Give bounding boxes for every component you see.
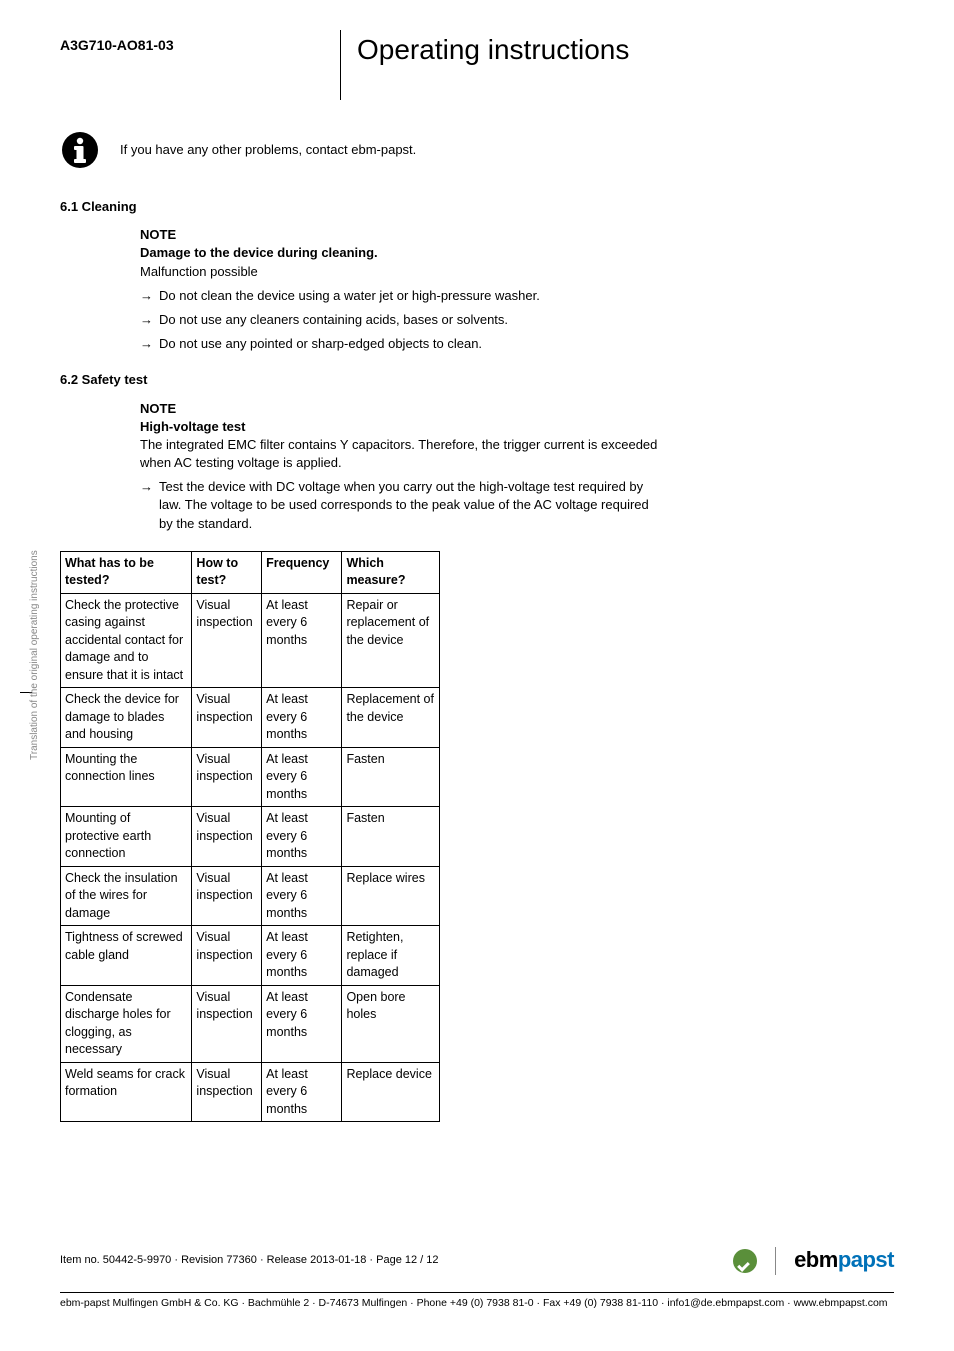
col-header: What has to be tested? bbox=[61, 551, 192, 593]
table-cell: Tightness of screwed cable gland bbox=[61, 926, 192, 986]
footer-divider bbox=[775, 1247, 776, 1275]
table-row: Check the device for damage to blades an… bbox=[61, 688, 440, 748]
table-cell: Mounting of protective earth connection bbox=[61, 807, 192, 867]
arrow-icon: → bbox=[140, 335, 153, 353]
table-cell: Visual inspection bbox=[192, 593, 262, 688]
table-cell: At least every 6 months bbox=[262, 688, 342, 748]
footer-rule bbox=[60, 1292, 894, 1293]
table-cell: Condensate discharge holes for clogging,… bbox=[61, 985, 192, 1062]
note-label: NOTE bbox=[140, 226, 660, 244]
table-row: Mounting the connection linesVisual insp… bbox=[61, 747, 440, 807]
table-cell: Visual inspection bbox=[192, 807, 262, 867]
table-cell: Visual inspection bbox=[192, 1062, 262, 1122]
table-cell: Check the insulation of the wires for da… bbox=[61, 866, 192, 926]
table-cell: At least every 6 months bbox=[262, 747, 342, 807]
table-cell: Visual inspection bbox=[192, 688, 262, 748]
table-row: Tightness of screwed cable glandVisual i… bbox=[61, 926, 440, 986]
footer-bottom: ebm-papst Mulfingen GmbH & Co. KG · Bach… bbox=[60, 1296, 894, 1311]
page-header: A3G710-AO81-03 Operating instructions bbox=[60, 30, 894, 100]
page-title: Operating instructions bbox=[357, 30, 629, 69]
cleaning-note-block: NOTE Damage to the device during cleanin… bbox=[140, 226, 660, 353]
table-cell: At least every 6 months bbox=[262, 807, 342, 867]
table-cell: Visual inspection bbox=[192, 747, 262, 807]
note-title: Damage to the device during cleaning. bbox=[140, 244, 660, 262]
table-cell: At least every 6 months bbox=[262, 866, 342, 926]
arrow-icon: → bbox=[140, 287, 153, 305]
cleaning-bullet-list: → Do not clean the device using a water j… bbox=[140, 287, 660, 354]
logo-part1: ebm bbox=[794, 1247, 838, 1272]
list-item: →Test the device with DC voltage when yo… bbox=[140, 478, 660, 533]
list-item-text: Do not clean the device using a water je… bbox=[159, 287, 660, 305]
arrow-icon: → bbox=[140, 311, 153, 329]
list-item: → Do not clean the device using a water j… bbox=[140, 287, 660, 305]
safety-bullet-list: →Test the device with DC voltage when yo… bbox=[140, 478, 660, 533]
table-row: Check the protective casing against acci… bbox=[61, 593, 440, 688]
table-row: Weld seams for crack formationVisual ins… bbox=[61, 1062, 440, 1122]
footer-item-info: Item no. 50442-5-9970 · Revision 77360 ·… bbox=[60, 1253, 439, 1268]
table-cell: Check the protective casing against acci… bbox=[61, 593, 192, 688]
table-cell: Repair or replacement of the device bbox=[342, 593, 440, 688]
table-cell: At least every 6 months bbox=[262, 1062, 342, 1122]
table-cell: Mounting the connection lines bbox=[61, 747, 192, 807]
table-cell: Retighten, replace if damaged bbox=[342, 926, 440, 986]
product-code: A3G710-AO81-03 bbox=[60, 30, 340, 56]
table-row: Check the insulation of the wires for da… bbox=[61, 866, 440, 926]
section-heading-safety: 6.2 Safety test bbox=[60, 371, 894, 389]
note-label: NOTE bbox=[140, 400, 660, 418]
col-header: How to test? bbox=[192, 551, 262, 593]
table-cell: At least every 6 months bbox=[262, 985, 342, 1062]
safety-test-table: What has to be tested? How to test? Freq… bbox=[60, 551, 440, 1123]
info-note-text: If you have any other problems, contact … bbox=[120, 141, 416, 159]
table-header-row: What has to be tested? How to test? Freq… bbox=[61, 551, 440, 593]
green-check-badge-icon bbox=[733, 1249, 757, 1273]
logo-part2: papst bbox=[838, 1247, 894, 1272]
info-icon bbox=[60, 130, 100, 170]
table-cell: At least every 6 months bbox=[262, 926, 342, 986]
table-cell: Replacement of the device bbox=[342, 688, 440, 748]
list-item-text: Do not use any cleaners containing acids… bbox=[159, 311, 660, 329]
table-cell: Visual inspection bbox=[192, 866, 262, 926]
table-cell: Visual inspection bbox=[192, 985, 262, 1062]
table-cell: Weld seams for crack formation bbox=[61, 1062, 192, 1122]
table-cell: Visual inspection bbox=[192, 926, 262, 986]
list-item: → Do not use any pointed or sharp-edged o… bbox=[140, 335, 660, 353]
footer-top: Item no. 50442-5-9970 · Revision 77360 ·… bbox=[60, 1245, 894, 1276]
table-cell: Open bore holes bbox=[342, 985, 440, 1062]
table-row: Condensate discharge holes for clogging,… bbox=[61, 985, 440, 1062]
table-cell: Check the device for damage to blades an… bbox=[61, 688, 192, 748]
header-divider bbox=[340, 30, 341, 100]
table-cell: Fasten bbox=[342, 807, 440, 867]
list-item-text: Test the device with DC voltage when you… bbox=[159, 478, 660, 533]
footer-logo-area: ebmpapst bbox=[733, 1245, 894, 1276]
table-cell: Fasten bbox=[342, 747, 440, 807]
note-title: High-voltage test bbox=[140, 418, 660, 436]
table-cell: Replace wires bbox=[342, 866, 440, 926]
ebmpapst-logo: ebmpapst bbox=[794, 1245, 894, 1276]
col-header: Which measure? bbox=[342, 551, 440, 593]
col-header: Frequency bbox=[262, 551, 342, 593]
safety-note-block: NOTE High-voltage test The integrated EM… bbox=[140, 400, 660, 533]
note-body: The integrated EMC filter contains Y cap… bbox=[140, 436, 660, 472]
list-item: → Do not use any cleaners containing acid… bbox=[140, 311, 660, 329]
list-item-text: Do not use any pointed or sharp-edged ob… bbox=[159, 335, 660, 353]
table-cell: Replace device bbox=[342, 1062, 440, 1122]
table-cell: At least every 6 months bbox=[262, 593, 342, 688]
info-note-row: If you have any other problems, contact … bbox=[60, 130, 894, 170]
section-heading-cleaning: 6.1 Cleaning bbox=[60, 198, 894, 216]
arrow-icon: → bbox=[140, 478, 153, 533]
note-body: Malfunction possible bbox=[140, 263, 660, 281]
side-translation-note: Translation of the original operating in… bbox=[28, 550, 42, 760]
table-row: Mounting of protective earth connectionV… bbox=[61, 807, 440, 867]
